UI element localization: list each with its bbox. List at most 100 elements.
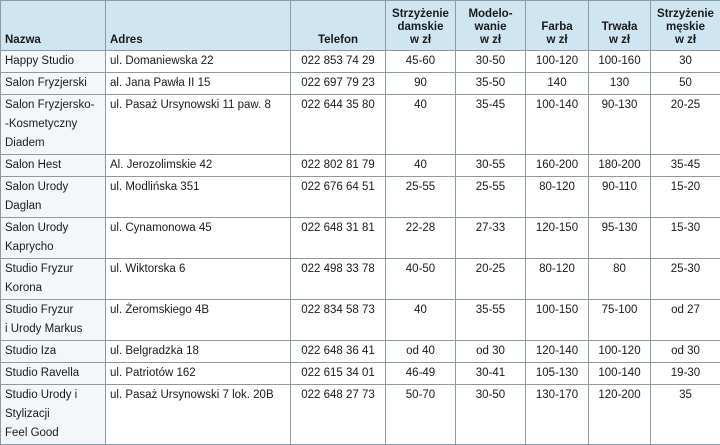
table-cell: 180-200 — [588, 154, 651, 177]
table-cell: 20-25 — [455, 258, 526, 300]
table-cell: 120-140 — [525, 340, 589, 363]
table-cell: Salon Urody Kaprycho — [0, 217, 106, 259]
table-cell: 50 — [650, 72, 720, 95]
table-cell: 40-50 — [385, 258, 456, 300]
table-cell: Al. Jerozolimskie 42 — [105, 154, 291, 177]
table-cell: 35-50 — [455, 72, 526, 95]
table-cell: od 30 — [455, 340, 526, 363]
table-cell: ul. Belgradzka 18 — [105, 340, 291, 363]
table-cell: 50-70 — [385, 384, 456, 445]
table-cell: 80-120 — [525, 258, 589, 300]
table-cell: 120-150 — [525, 217, 589, 259]
table-cell: 40 — [385, 94, 456, 155]
column-header: Modelo- wanie w zł — [455, 0, 526, 51]
table-cell: ul. Patriotów 162 — [105, 362, 291, 385]
table-cell: al. Jana Pawła II 15 — [105, 72, 291, 95]
table-body: Happy Studio ul. Domaniewska 22 022 853 74… — [0, 50, 720, 445]
table-cell: 100-120 — [588, 340, 651, 363]
table-cell: 022 644 35 80 — [290, 94, 386, 155]
table-cell: od 27 — [650, 299, 720, 341]
table-cell: Studio Fryzur Korona — [0, 258, 106, 300]
table-cell: Salon Fryzjerski — [0, 72, 106, 95]
table-cell: 40 — [385, 299, 456, 341]
table-row: Salon Fryzjersko- -Kosmetyczny Diadem ul.… — [0, 94, 720, 155]
table-cell: 022 648 31 81 — [290, 217, 386, 259]
table-cell: 35-45 — [650, 154, 720, 177]
table-cell: 022 648 27 73 — [290, 384, 386, 445]
table-cell: 100-120 — [525, 50, 589, 73]
table-cell: 27-33 — [455, 217, 526, 259]
table-row: Studio Urody i Stylizacji Feel Good ul. P… — [0, 384, 720, 445]
table-row: Studio Ravella ul. Patriotów 162 022 615 3… — [0, 362, 720, 385]
table-cell: Happy Studio — [0, 50, 106, 73]
table-row: Studio Iza ul. Belgradzka 18 022 648 36 41… — [0, 340, 720, 363]
table-cell: Salon Urody Daglan — [0, 176, 106, 218]
table-cell: 90-130 — [588, 94, 651, 155]
table-cell: 30 — [650, 50, 720, 73]
table-row: Salon Hest Al. Jerozolimskie 42 022 802 81… — [0, 154, 720, 177]
table-cell: 46-49 — [385, 362, 456, 385]
table-cell: 105-130 — [525, 362, 589, 385]
table-cell: 22-28 — [385, 217, 456, 259]
table-cell: 022 853 74 29 — [290, 50, 386, 73]
table-cell: 25-55 — [385, 176, 456, 218]
table-cell: 160-200 — [525, 154, 589, 177]
table-cell: od 40 — [385, 340, 456, 363]
table-cell: 20-25 — [650, 94, 720, 155]
table-cell: 75-100 — [588, 299, 651, 341]
column-header: Nazwa — [0, 0, 106, 51]
table-row: Salon Urody Kaprycho ul. Cynamonowa 45 022… — [0, 217, 720, 259]
table-row: Happy Studio ul. Domaniewska 22 022 853 74… — [0, 50, 720, 73]
table-cell: 15-30 — [650, 217, 720, 259]
table-cell: 35 — [650, 384, 720, 445]
table-cell: 30-50 — [455, 50, 526, 73]
table-cell: Studio Ravella — [0, 362, 106, 385]
table-cell: 100-160 — [588, 50, 651, 73]
table-cell: od 30 — [650, 340, 720, 363]
table-cell: 25-30 — [650, 258, 720, 300]
table-cell: 25-55 — [455, 176, 526, 218]
table-cell: ul. Cynamonowa 45 — [105, 217, 291, 259]
table-cell: ul. Pasaż Ursynowski 11 paw. 8 — [105, 94, 291, 155]
column-header: Strzyżenie męskie w zł — [650, 0, 720, 51]
table-cell: 022 648 36 41 — [290, 340, 386, 363]
table-cell: ul. Domaniewska 22 — [105, 50, 291, 73]
table-cell: 120-200 — [588, 384, 651, 445]
table-cell: Studio Fryzur i Urody Markus — [0, 299, 106, 341]
table-cell: 022 676 64 51 — [290, 176, 386, 218]
table-cell: 95-130 — [588, 217, 651, 259]
table-cell: Salon Hest — [0, 154, 106, 177]
table-row: Salon Fryzjerski al. Jana Pawła II 15 022 … — [0, 72, 720, 95]
column-header: Telefon — [290, 0, 386, 51]
table-cell: 100-140 — [525, 94, 589, 155]
column-header: Trwała w zł — [588, 0, 651, 51]
column-header: Farba w zł — [525, 0, 589, 51]
table-cell: ul. Pasaż Ursynowski 7 lok. 20B — [105, 384, 291, 445]
column-header: Strzyżenie damskie w zł — [385, 0, 456, 51]
table-cell: 022 834 58 73 — [290, 299, 386, 341]
table-row: Studio Fryzur Korona ul. Wiktorska 6 022 4… — [0, 258, 720, 300]
table-row: Salon Urody Daglan ul. Modlińska 351 022 6… — [0, 176, 720, 218]
table-cell: 022 498 33 78 — [290, 258, 386, 300]
table-cell: 30-55 — [455, 154, 526, 177]
table-row: Studio Fryzur i Urody Markus ul. Żeromski… — [0, 299, 720, 341]
table-cell: Studio Iza — [0, 340, 106, 363]
table-cell: 40 — [385, 154, 456, 177]
table-cell: 80 — [588, 258, 651, 300]
table-cell: 022 615 34 01 — [290, 362, 386, 385]
table-cell: 45-60 — [385, 50, 456, 73]
table-cell: 19-30 — [650, 362, 720, 385]
table-cell: Salon Fryzjersko- -Kosmetyczny Diadem — [0, 94, 106, 155]
table-cell: 90-110 — [588, 176, 651, 218]
column-header: Adres — [105, 0, 291, 51]
header-row: Nazwa Adres Telefon Strzyżenie damskie w zł… — [0, 0, 720, 51]
table-cell: 140 — [525, 72, 589, 95]
table-cell: ul. Wiktorska 6 — [105, 258, 291, 300]
table-cell: Studio Urody i Stylizacji Feel Good — [0, 384, 106, 445]
table-cell: 30-50 — [455, 384, 526, 445]
table-cell: ul. Żeromskiego 4B — [105, 299, 291, 341]
table-cell: 100-140 — [588, 362, 651, 385]
table-cell: 130 — [588, 72, 651, 95]
